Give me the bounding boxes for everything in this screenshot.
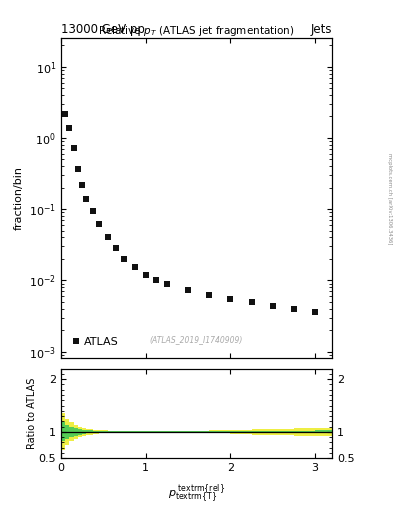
ATLAS	[84, 196, 89, 202]
ATLAS	[67, 124, 72, 131]
ATLAS	[270, 303, 275, 309]
Text: $p_{\rm textrm\{T\}}^{\;\rm textrm\{rel\}}$: $p_{\rm textrm\{T\}}^{\;\rm textrm\{rel\…	[168, 483, 225, 506]
ATLAS	[122, 256, 127, 262]
ATLAS	[105, 234, 110, 241]
ATLAS	[207, 291, 211, 297]
ATLAS	[114, 245, 118, 251]
Text: 13000 GeV pp: 13000 GeV pp	[61, 23, 145, 36]
ATLAS	[133, 264, 138, 270]
Legend: ATLAS: ATLAS	[66, 332, 125, 353]
Title: Relative $p_T$ (ATLAS jet fragmentation): Relative $p_T$ (ATLAS jet fragmentation)	[98, 24, 295, 38]
ATLAS	[97, 221, 101, 227]
ATLAS	[313, 309, 318, 315]
Line: ATLAS: ATLAS	[62, 111, 318, 315]
ATLAS	[63, 111, 68, 117]
ATLAS	[80, 182, 84, 188]
Y-axis label: Ratio to ATLAS: Ratio to ATLAS	[27, 378, 37, 449]
Text: Jets: Jets	[310, 23, 332, 36]
ATLAS	[165, 281, 169, 287]
ATLAS	[90, 208, 95, 214]
Text: mcplots.cern.ch [arXiv:1306.3436]: mcplots.cern.ch [arXiv:1306.3436]	[387, 153, 392, 244]
ATLAS	[71, 145, 76, 151]
ATLAS	[143, 271, 148, 278]
Text: (ATLAS_2019_I1740909): (ATLAS_2019_I1740909)	[150, 335, 243, 344]
ATLAS	[185, 287, 190, 293]
ATLAS	[228, 296, 233, 302]
ATLAS	[249, 298, 254, 305]
ATLAS	[154, 277, 159, 283]
ATLAS	[292, 306, 296, 312]
Y-axis label: fraction/bin: fraction/bin	[13, 166, 24, 230]
ATLAS	[75, 165, 80, 172]
